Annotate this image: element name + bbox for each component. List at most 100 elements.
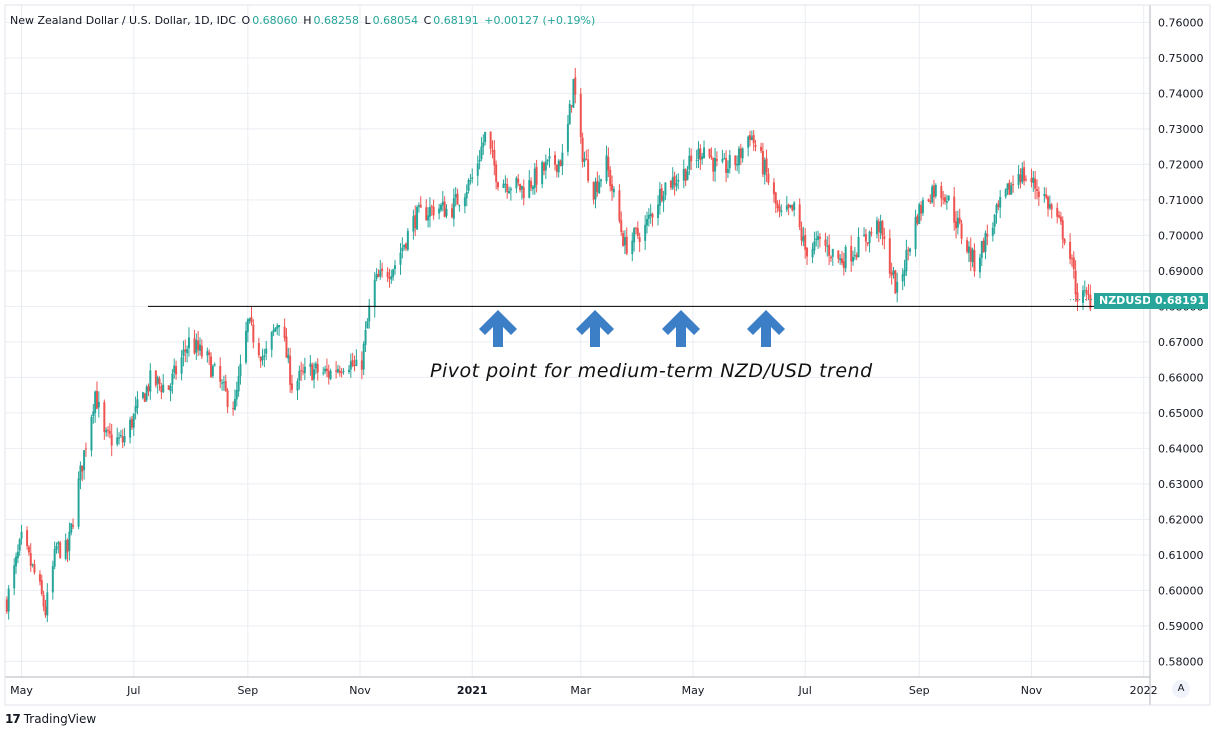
candle-down — [259, 357, 262, 362]
candle-up — [265, 348, 268, 354]
candle-down — [611, 184, 614, 191]
candle-up — [657, 204, 660, 218]
candle-up — [984, 232, 987, 252]
candle-down — [283, 326, 286, 339]
candle-down — [1076, 292, 1079, 302]
candle-up — [750, 136, 753, 141]
candle-down — [842, 261, 845, 268]
candle-down — [850, 246, 853, 262]
candle-up — [662, 195, 665, 202]
candle-down — [942, 198, 945, 200]
candle-up — [278, 325, 281, 328]
candle-down — [955, 221, 958, 229]
candle-up — [1081, 290, 1084, 303]
candle-up — [905, 250, 908, 272]
candle-down — [877, 221, 880, 232]
candle-down — [66, 539, 69, 553]
candle-down — [725, 158, 728, 173]
time-tick-label: Sep — [909, 684, 930, 697]
candle-down — [986, 234, 989, 237]
candle-up — [123, 435, 126, 443]
auto-scale-button[interactable]: A — [1172, 680, 1190, 698]
candle-up — [956, 217, 959, 228]
candle-up — [454, 194, 457, 198]
price-tick-label: 0.65000 — [1158, 407, 1204, 420]
high-label: H — [303, 14, 312, 27]
candle-down — [311, 364, 314, 381]
candle-up — [793, 202, 796, 211]
candle-down — [289, 355, 292, 385]
axes — [4, 4, 1211, 706]
candle-up — [671, 177, 674, 189]
candle-down — [787, 204, 790, 208]
candle-up — [701, 156, 704, 160]
candle-up — [116, 437, 119, 445]
up-arrow-icon — [662, 310, 700, 347]
close-label: C — [423, 14, 432, 27]
candle-up — [583, 158, 586, 162]
candle-down — [325, 368, 328, 372]
candle-down — [107, 429, 110, 431]
candle-down — [881, 220, 884, 236]
candle-up — [677, 179, 680, 182]
candle-up — [892, 270, 895, 275]
candle-up — [68, 531, 71, 551]
candle-down — [1059, 216, 1062, 222]
candle-down — [669, 180, 672, 188]
candle-up — [198, 344, 201, 351]
candle-down — [870, 232, 873, 234]
time-axis[interactable]: May Jul Sep Nov 2021 Mar May Jul Sep Nov 2022 — [10, 684, 1157, 697]
candle-up — [132, 413, 135, 428]
price-axis[interactable]: 0.58000 0.59000 0.60000 0.61000 0.62000 0.630… — [1158, 16, 1204, 668]
candle-down — [739, 148, 742, 158]
candle-up — [971, 249, 974, 263]
candle-up — [1010, 185, 1013, 195]
candle-down — [982, 240, 985, 253]
candle-up — [903, 270, 906, 276]
change-value: +0.00127 (+0.19%) — [484, 14, 596, 27]
candle-down — [734, 155, 737, 166]
candle-up — [504, 183, 507, 185]
candle-up — [561, 152, 564, 166]
candle-down — [226, 390, 229, 407]
candle-up — [313, 369, 316, 380]
price-tick-label: 0.62000 — [1158, 513, 1204, 526]
candle-up — [993, 214, 996, 227]
candle-up — [991, 227, 994, 236]
candle-up — [831, 249, 834, 257]
candle-down — [430, 206, 433, 208]
tradingview-logo[interactable]: 17 TradingView — [5, 712, 96, 726]
candle-down — [699, 148, 702, 160]
candle-down — [44, 606, 47, 616]
candle-down — [638, 237, 641, 242]
candle-down — [574, 77, 577, 95]
candle-up — [802, 236, 805, 242]
candle-down — [760, 146, 763, 151]
candle-up — [605, 155, 608, 182]
candle-up — [186, 349, 189, 354]
candle-down — [5, 599, 8, 612]
candle-up — [688, 155, 691, 170]
candle-up — [633, 228, 636, 243]
candle-up — [237, 375, 240, 392]
price-tick-label: 0.64000 — [1158, 442, 1204, 455]
candle-up — [546, 159, 549, 162]
candle-down — [517, 178, 520, 183]
candle-up — [31, 564, 34, 566]
candle-up — [403, 244, 406, 248]
candle-down — [26, 530, 29, 547]
candle-down — [456, 193, 459, 205]
candle-up — [921, 200, 924, 214]
candle-down — [1058, 215, 1061, 218]
candle-down — [300, 369, 303, 371]
candle-up — [342, 371, 345, 373]
candle-down — [690, 155, 693, 162]
low-label: L — [364, 14, 371, 27]
candle-up — [813, 241, 816, 251]
low-value: 0.68054 — [372, 14, 419, 27]
candle-down — [1063, 239, 1066, 243]
candle-up — [682, 168, 685, 181]
candle-up — [480, 146, 483, 160]
candle-down — [388, 277, 391, 279]
candle-up — [541, 162, 544, 185]
